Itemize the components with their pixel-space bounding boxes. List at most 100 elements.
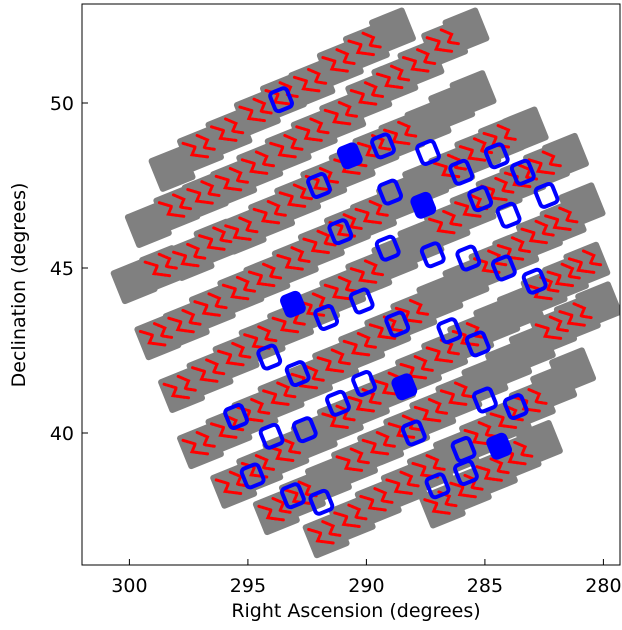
coverage-tile	[501, 106, 549, 153]
y-axis-title: Declination (degrees)	[8, 183, 30, 388]
primary-mark	[266, 437, 303, 463]
primary-mark	[316, 348, 353, 373]
primary-mark	[224, 216, 260, 241]
primary-mark	[323, 275, 360, 301]
primary-mark	[558, 302, 595, 327]
highlight-mark	[455, 244, 482, 272]
primary-mark	[193, 292, 230, 317]
primary-mark	[425, 28, 462, 53]
highlight-mark	[327, 218, 354, 246]
primary-mark	[489, 404, 526, 430]
highlight-mark	[495, 201, 522, 229]
highlight-mark	[464, 330, 491, 358]
highlight-mark	[521, 267, 548, 295]
primary-mark	[240, 150, 277, 175]
primary-mark	[401, 48, 438, 73]
y-axis: 40 45 50	[50, 93, 88, 445]
highlight-mark	[415, 139, 441, 166]
primary-mark	[257, 496, 294, 522]
primary-mark	[209, 414, 246, 439]
highlight-mark	[450, 436, 477, 463]
primary-mark	[399, 355, 436, 380]
primary-mark	[276, 246, 313, 271]
highlight-mark	[374, 234, 401, 262]
x-tick-label: 280	[585, 575, 621, 597]
primary-mark	[349, 81, 386, 106]
primary-mark	[323, 100, 360, 126]
highlight-mark	[377, 178, 403, 206]
primary-mark	[349, 259, 386, 284]
primary-mark	[321, 48, 358, 73]
highlight-mark	[258, 422, 285, 450]
primary-mark	[262, 381, 298, 406]
coverage-tile	[558, 182, 606, 229]
plot-frame	[81, 3, 621, 566]
primary-mark	[463, 421, 500, 446]
x-tick-label: 295	[230, 575, 266, 597]
primary-mark	[186, 180, 222, 205]
primary-mark	[385, 470, 422, 496]
primary-mark	[214, 470, 251, 496]
primary-mark	[428, 209, 464, 235]
coverage-tile	[449, 70, 497, 117]
primary-mark	[480, 176, 516, 202]
primary-mark	[278, 183, 315, 208]
x-tick-label: 290	[348, 575, 384, 597]
highlight-mark	[308, 488, 335, 516]
primary-mark	[520, 219, 557, 245]
x-axis-title: Right Ascension (degrees)	[231, 600, 480, 622]
primary-mark	[157, 193, 194, 218]
highlight-mark	[284, 360, 311, 388]
primary-mark	[534, 315, 571, 340]
highlight-mark	[351, 370, 377, 397]
x-tick-label: 285	[467, 575, 503, 597]
primary-mark	[269, 133, 305, 159]
highlight-mark	[280, 290, 306, 318]
primary-mark	[247, 262, 284, 288]
primary-mark	[143, 252, 180, 278]
highlight-mark	[313, 304, 339, 331]
primary-mark	[544, 206, 580, 232]
highlight-mark	[256, 343, 283, 371]
plot-area	[110, 7, 620, 559]
coverage-tile	[549, 347, 597, 394]
coverage-tile	[369, 7, 416, 54]
highlight-mark	[502, 393, 529, 421]
primary-mark	[214, 166, 251, 192]
coverage-tile	[542, 132, 589, 179]
x-axis: 300 295 290 285 280	[111, 559, 622, 597]
primary-mark	[496, 236, 533, 261]
y-tick-label: 45	[50, 258, 74, 280]
primary-mark	[252, 199, 289, 225]
primary-mark	[354, 199, 391, 225]
highlight-mark	[280, 482, 306, 510]
primary-mark	[333, 503, 369, 529]
y-tick-label: 50	[50, 93, 74, 115]
highlight-mark	[490, 254, 517, 282]
primary-mark	[217, 341, 253, 367]
highlight-mark	[268, 86, 294, 114]
highlight-mark	[400, 419, 427, 447]
primary-mark	[191, 358, 227, 383]
primary-mark	[321, 404, 358, 430]
primary-mark	[368, 315, 405, 340]
primary-mark	[475, 457, 512, 482]
primary-mark	[382, 120, 419, 146]
highlight-mark	[533, 181, 560, 209]
primary-mark	[167, 308, 204, 334]
primary-mark	[307, 520, 343, 545]
y-tick-label: 40	[50, 423, 74, 445]
highlight-mark	[336, 142, 363, 170]
highlight-mark	[436, 317, 463, 345]
highlight-mark	[391, 373, 418, 401]
highlight-mark	[453, 459, 479, 487]
primary-mark	[361, 430, 398, 456]
primary-mark	[302, 229, 339, 255]
highlight-mark	[384, 310, 411, 338]
primary-mark	[527, 150, 564, 175]
highlight-mark	[370, 132, 396, 160]
primary-mark	[138, 322, 175, 347]
highlight-mark	[239, 462, 266, 490]
primary-mark	[567, 249, 604, 274]
